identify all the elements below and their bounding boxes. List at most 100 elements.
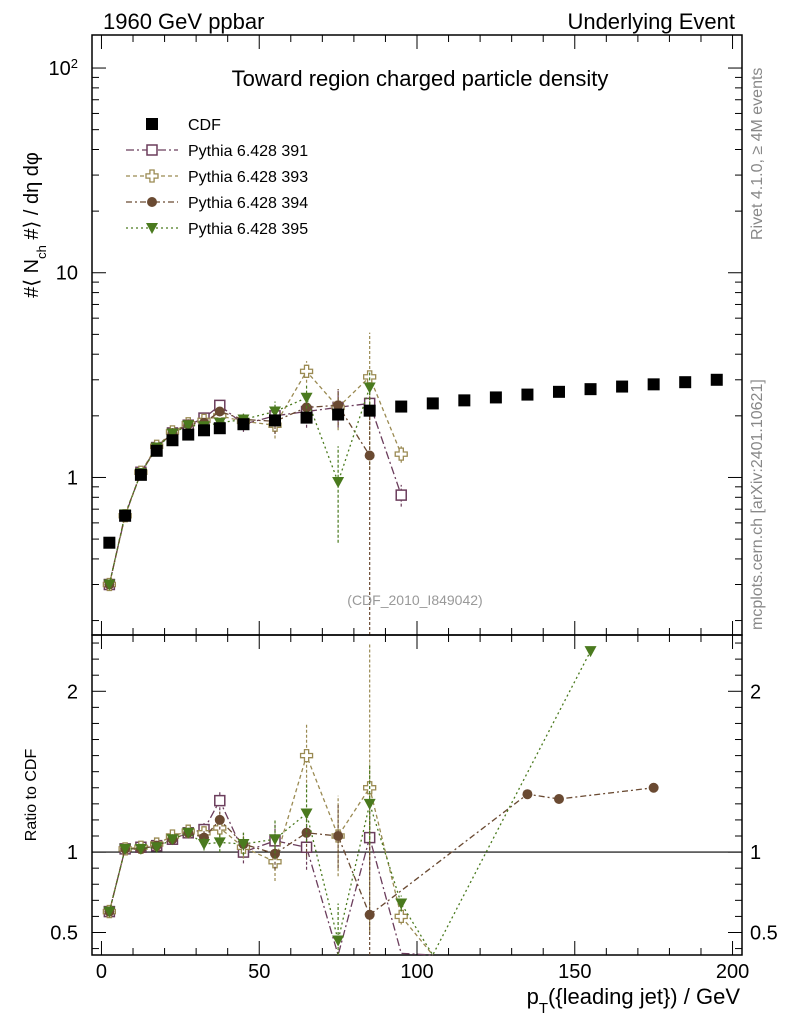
data-point — [364, 450, 375, 461]
legend-label: Pythia 6.428 394 — [188, 195, 308, 212]
data-point — [182, 428, 195, 441]
ratio-y-tick-label-left: 0.5 — [50, 922, 78, 944]
data-point — [134, 843, 147, 855]
data-point — [299, 364, 314, 378]
data-point — [150, 444, 163, 457]
data-point — [395, 400, 408, 413]
legend-item: Pythia 6.428 393 — [126, 169, 308, 186]
data-point — [213, 837, 226, 849]
data-point — [333, 400, 344, 411]
data-point — [616, 380, 629, 393]
ratio-series-pythia-6-428-395 — [103, 646, 597, 957]
data-point — [648, 782, 659, 793]
ratio-y-tick-label-left: 2 — [67, 681, 78, 703]
legend-item: CDF — [146, 117, 221, 134]
data-point — [145, 169, 159, 183]
series-line — [108, 402, 402, 585]
header-left: 1960 GeV ppbar — [103, 9, 264, 34]
data-point — [103, 906, 116, 918]
ratio-y-tick-label-left: 1 — [67, 842, 78, 864]
data-point — [146, 223, 158, 234]
series-line — [108, 404, 371, 585]
ratio-line — [108, 650, 592, 957]
y-tick-label: 102 — [49, 56, 78, 81]
x-tick-label: 0 — [96, 961, 107, 983]
data-point — [103, 536, 116, 549]
main-plot-panel: 1 10 102 Toward region charged particle de… — [49, 34, 743, 636]
data-point — [119, 509, 132, 522]
data-point — [395, 898, 408, 910]
data-point — [332, 477, 345, 489]
data-point — [363, 382, 376, 394]
data-point — [333, 831, 344, 842]
main-data-series — [102, 332, 723, 635]
data-point — [647, 378, 660, 391]
ratio-line — [108, 787, 654, 916]
data-point — [269, 414, 282, 427]
data-point — [237, 418, 250, 431]
main-y-axis-label: #⟨ Nch #⟩ / dη dφ — [21, 152, 49, 298]
ratio-y-tick-label-right: 0.5 — [750, 922, 778, 944]
data-point — [299, 748, 314, 763]
data-point — [214, 406, 225, 417]
data-point — [553, 794, 564, 805]
data-point — [214, 814, 225, 825]
data-point — [300, 411, 313, 424]
data-point — [521, 388, 534, 401]
legend-label: Pythia 6.428 395 — [188, 221, 308, 238]
data-point — [103, 579, 116, 591]
x-axis-label: pT({leading jet}) / GeV — [527, 984, 741, 1017]
data-point — [198, 839, 211, 851]
data-point — [710, 373, 723, 386]
data-point — [147, 197, 157, 207]
y-tick-label: 10 — [56, 263, 78, 285]
header-right: Underlying Event — [567, 9, 735, 34]
data-point — [146, 118, 158, 130]
x-tick-label: 100 — [400, 961, 433, 983]
data-point — [150, 842, 163, 854]
data-point — [198, 424, 211, 437]
data-point — [584, 383, 597, 396]
x-tick-label: 200 — [716, 961, 749, 983]
series-pythia-6-428-391 — [103, 385, 407, 591]
data-point — [300, 808, 313, 820]
data-point — [146, 144, 158, 156]
data-point — [522, 789, 533, 800]
ratio-axis-ticks: 0.5 0.5 1 1 2 2 0 50 100 150 200 — [50, 635, 778, 983]
data-point — [134, 468, 147, 481]
x-tick-label: 150 — [558, 961, 591, 983]
side-label-mcplots: mcplots.cern.ch [arXiv:2401.10621] — [749, 379, 766, 630]
data-point — [166, 834, 179, 846]
ratio-series-pythia-6-428-391 — [103, 790, 433, 958]
x-tick-label: 50 — [248, 961, 270, 983]
legend-item: Pythia 6.428 394 — [126, 195, 308, 212]
data-point — [363, 404, 376, 417]
data-point — [270, 848, 281, 859]
ratio-plot-panel: 0.5 0.5 1 1 2 2 0 50 100 150 200 — [50, 634, 778, 983]
ratio-series-pythia-6-428-393 — [102, 643, 434, 956]
ratio-line — [108, 799, 433, 958]
legend: CDF Pythia 6.428 391 Pythia 6.428 393 Pythi… — [126, 117, 308, 238]
plot-title: Toward region charged particle density — [232, 66, 609, 91]
data-point — [166, 428, 179, 440]
series-cdf — [103, 373, 723, 549]
legend-item: Pythia 6.428 391 — [126, 143, 308, 160]
data-point — [182, 420, 195, 432]
data-point — [395, 489, 407, 501]
data-point — [214, 794, 226, 807]
data-point — [426, 397, 439, 410]
ratio-y-tick-label-right: 1 — [750, 842, 761, 864]
data-point — [166, 434, 179, 447]
data-point — [394, 909, 408, 924]
data-point — [269, 834, 282, 846]
data-point — [182, 827, 195, 839]
data-point — [269, 406, 282, 418]
data-point — [332, 935, 345, 947]
data-point — [489, 391, 502, 404]
data-point — [213, 422, 226, 435]
legend-label: CDF — [188, 117, 221, 134]
data-point — [237, 839, 250, 851]
series-pythia-6-428-393 — [102, 332, 408, 592]
main-axis-ticks: 1 10 102 — [49, 35, 742, 635]
